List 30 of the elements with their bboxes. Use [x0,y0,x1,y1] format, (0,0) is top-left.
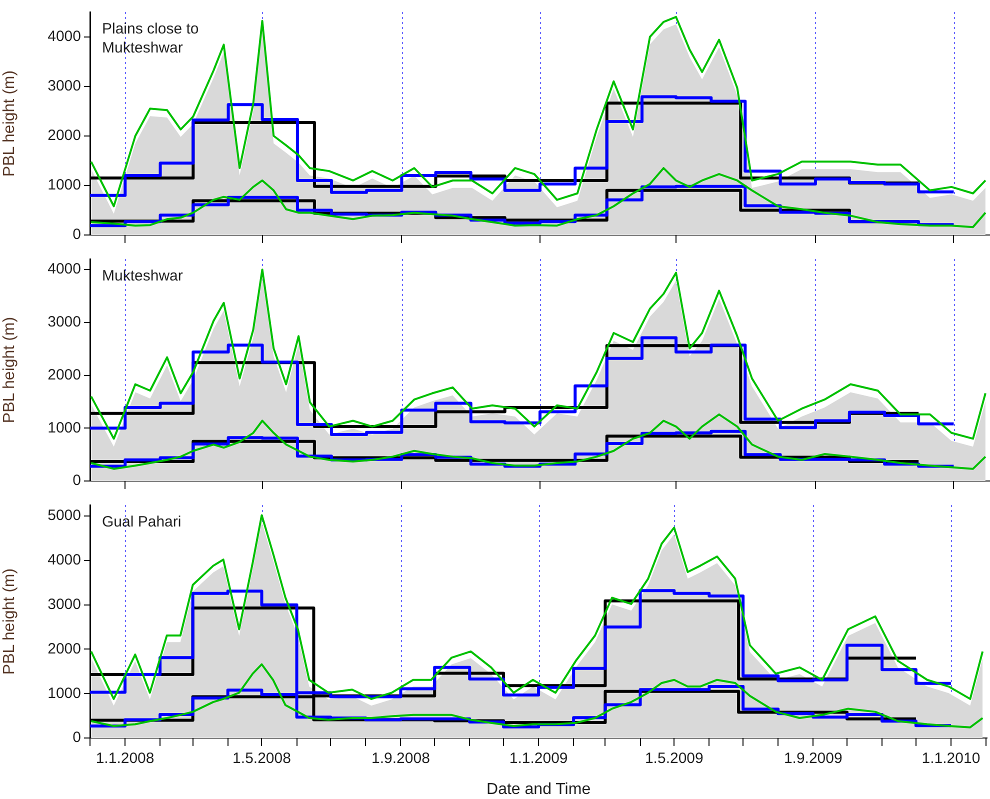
y-tick-label: 1000 [48,419,81,436]
x-tick-label: 1.5.2009 [644,750,704,768]
y-tick-label: 1000 [48,684,81,702]
y-tick-label: 4000 [48,552,81,569]
x-tick-label: 1.1.2009 [509,750,568,768]
y-tick-label: 2000 [48,640,81,658]
annotation: Mukteshwar [102,268,183,285]
y-tick-label: 1000 [48,176,81,194]
x-tick-label: 1.1.2008 [96,750,154,768]
y-tick-label: 4000 [48,260,81,278]
x-tick-label: 1.1.2010 [922,750,980,768]
y-tick-label: 3000 [48,77,81,94]
x-tick-label: 1.5.2008 [232,750,291,768]
y-tick-label: 4000 [48,28,81,45]
y-tick-label: 3000 [48,314,81,331]
y-tick-label: 0 [72,226,81,244]
y-tick-label: 2000 [48,366,81,384]
y-axis-title: PBL height (m) [1,316,18,424]
x-tick-label: 1.9.2008 [372,750,430,768]
x-axis-title: Date and Time [486,780,591,798]
y-tick-label: 5000 [48,507,81,524]
annotation: Plains close to Mukteshwar [102,20,199,57]
y-axis-title: PBL height (m) [1,568,18,675]
annotation: Gual Pahari [102,514,182,531]
x-tick-label: 1.9.2009 [784,750,842,768]
y-tick-label: 2000 [48,127,81,144]
y-axis-title: PBL height (m) [1,70,18,177]
y-tick-label: 0 [72,729,81,746]
y-tick-label: 0 [72,472,81,490]
y-tick-label: 3000 [48,596,81,613]
